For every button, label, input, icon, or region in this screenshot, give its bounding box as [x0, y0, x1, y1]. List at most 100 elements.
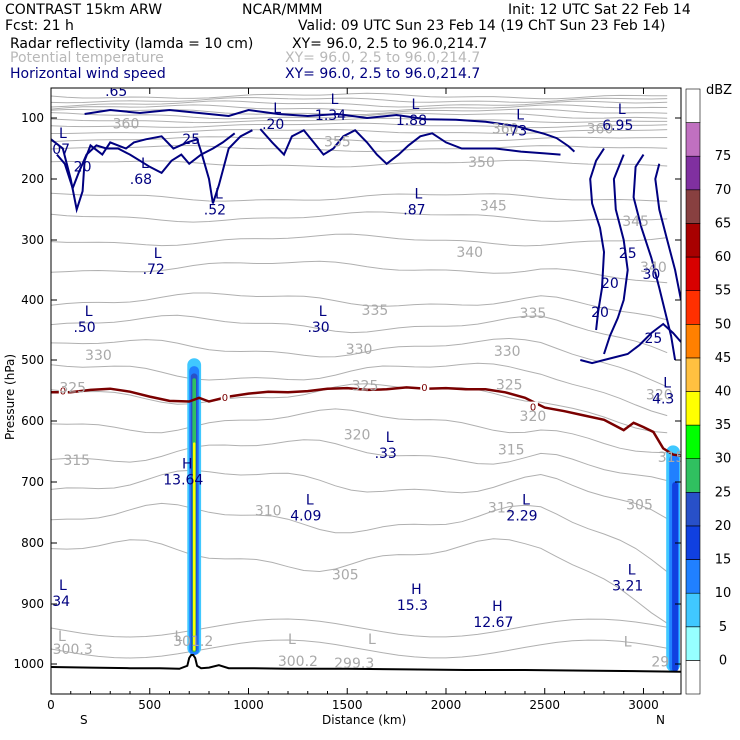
wind-contours	[51, 108, 681, 365]
extremum-letter: L	[141, 156, 149, 172]
extremum-value: .50	[73, 320, 95, 336]
plot-area: 0 0 0 0 360 360 360 355 350 345 345 340 340 335 335 33…	[13, 84, 682, 712]
extremum-value: .73	[505, 124, 527, 140]
colorbar-swatch	[685, 88, 701, 123]
extremum-value: 4.3	[652, 391, 674, 407]
extremum-value: 3.21	[612, 579, 643, 595]
plot-frame	[50, 87, 682, 695]
theta-isoline	[51, 408, 668, 454]
theta-contour-label: 350	[468, 155, 495, 171]
low-level-label: L	[624, 635, 632, 651]
wind-isotach	[84, 108, 576, 153]
theta-contour-label: 340	[640, 260, 667, 276]
extremum-letter: L	[522, 492, 530, 508]
colorbar-swatch	[685, 290, 701, 325]
theta-isoline	[51, 211, 668, 223]
extremum-letter: L	[306, 492, 314, 508]
extremum-value: 13.64	[163, 472, 203, 488]
theta-contour-label: 360	[113, 116, 140, 132]
theta-isoline	[51, 337, 668, 388]
colorbar-tick-label: 20	[715, 519, 732, 534]
freezing-level: 0 0 0 0	[51, 382, 681, 458]
y-tick-label: 200	[21, 172, 44, 186]
y-tick-label: 400	[21, 293, 44, 307]
theta-isoline	[51, 469, 668, 520]
terrain-profile	[51, 654, 681, 673]
x-tick-label: 500	[138, 698, 161, 712]
colorbar-swatch	[685, 357, 701, 392]
colorbar-swatch	[685, 223, 701, 258]
extremum-value: .52	[204, 202, 226, 218]
x-tick-label: 3000	[628, 698, 659, 712]
extremum-value: .72	[143, 262, 165, 278]
theta-isoline	[51, 129, 668, 135]
colorbar-tick-label: 40	[715, 385, 732, 400]
theta-contour-label: 340	[456, 245, 483, 261]
low-level-label: 299.3	[334, 656, 374, 672]
theta-contour-label: 335	[362, 303, 389, 319]
extremum-letter: H	[411, 582, 422, 598]
low-level-label: 300.3	[53, 642, 93, 658]
y-tick-label: 700	[21, 475, 44, 489]
wind-contour-label: 20	[74, 160, 92, 176]
y-tick-label: 1000	[13, 657, 44, 671]
extremum-value: 6.95	[602, 118, 633, 134]
colorbar-swatch	[685, 458, 701, 493]
field-reflectivity-coords: XY= 96.0, 2.5 to 96.0,214.7	[292, 36, 487, 52]
x-tick-label: 0	[47, 698, 55, 712]
theta-contour-label: 310	[255, 504, 282, 520]
colorbar-units: dBZ	[706, 83, 732, 98]
colorbar-tick-label: 10	[715, 586, 732, 601]
extremum-value: .33	[375, 446, 397, 462]
theta-contour-label: 325	[496, 377, 523, 393]
colorbar-tick-label: 55	[715, 284, 732, 299]
colorbar-swatch	[685, 660, 701, 695]
contour-labels: 360 360 360 355 350 345 345 340 340 335 335 330 330 3…	[51, 84, 681, 672]
colorbar-tick-label: 45	[715, 351, 732, 366]
colorbar-swatch	[685, 559, 701, 594]
theta-isoline	[51, 122, 668, 129]
y-axis-label: Pressure (hPa)	[3, 354, 17, 440]
theta-isoline	[51, 145, 668, 153]
freezing-level-label: 0	[222, 393, 228, 404]
wind-isotach	[654, 163, 681, 301]
theta-isoline	[51, 92, 668, 100]
theta-isoline	[51, 108, 668, 116]
reflectivity-cells	[187, 358, 680, 672]
theta-isoline	[51, 362, 668, 417]
theta-isoline	[51, 639, 668, 659]
field-theta-name: Potential temperature	[10, 50, 164, 66]
wind-contour-label: 25	[644, 331, 662, 347]
extremum-letter: L	[411, 97, 419, 113]
colorbar-swatch	[685, 491, 701, 527]
x-tick-label: 2000	[431, 698, 462, 712]
extremum-value: 4.09	[290, 508, 321, 524]
x-tick-label: 1500	[332, 698, 363, 712]
extremum-value: .30	[307, 320, 329, 336]
colorbar-swatch	[685, 424, 701, 460]
extremum-value: .65	[105, 84, 127, 100]
extremum-letter: L	[628, 563, 636, 579]
colorbar-tick-label: 5	[719, 620, 727, 635]
extremum-letter: L	[59, 578, 67, 594]
colorbar-swatch	[685, 391, 701, 426]
freezing-label-bg	[420, 382, 430, 393]
title-mid: NCAR/MMM	[242, 2, 323, 18]
wind-contour-label: 25	[182, 132, 200, 148]
theta-isoline	[51, 292, 668, 321]
theta-isoline	[51, 96, 668, 104]
colorbar-swatch	[685, 189, 701, 224]
low-level-label: 300.2	[278, 654, 318, 670]
freezing-level-label: 0	[421, 383, 427, 394]
extremum-letter: L	[331, 92, 339, 108]
theta-isoline	[51, 618, 668, 638]
extremum-value: .68	[130, 172, 152, 188]
x-tick-label: 2500	[529, 698, 560, 712]
theta-isoline	[51, 502, 668, 573]
extremum-value: 12.67	[473, 615, 513, 631]
extremum-value: 2.29	[506, 508, 537, 524]
extremum-letter: L	[85, 304, 93, 320]
low-level-label: L	[58, 629, 66, 645]
theta-isoline	[51, 538, 668, 624]
